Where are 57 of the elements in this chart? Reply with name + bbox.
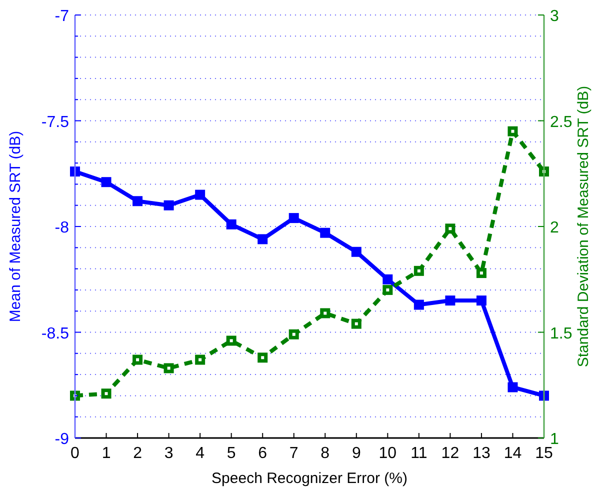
x-axis-title: Speech Recognizer Error (%) xyxy=(212,470,408,487)
point xyxy=(101,388,112,399)
point xyxy=(258,234,268,244)
y-tick-label: -8 xyxy=(54,220,70,236)
x-tick-label: 6 xyxy=(258,445,268,462)
point xyxy=(226,336,236,346)
y-tick-label: -8.5 xyxy=(41,325,70,342)
point xyxy=(445,296,456,306)
point xyxy=(320,308,330,318)
point xyxy=(132,354,143,365)
point xyxy=(508,126,518,136)
y-axis-title: Mean of Measured SRT (dB) xyxy=(7,130,24,322)
x-tick-label: 15 xyxy=(535,445,553,462)
y2-tick-label: 1.5 xyxy=(550,325,572,342)
point xyxy=(351,318,362,329)
point xyxy=(195,354,206,365)
x-tick-label: 7 xyxy=(289,445,298,462)
point xyxy=(132,196,143,206)
x-tick-label: 10 xyxy=(378,445,397,462)
point xyxy=(288,329,299,340)
point xyxy=(445,224,456,234)
point xyxy=(164,363,174,374)
y2-tick-label: 2 xyxy=(550,220,559,236)
y2-tick-label: 1 xyxy=(550,431,559,448)
point xyxy=(476,296,486,306)
point xyxy=(351,246,362,257)
point xyxy=(226,219,236,230)
point xyxy=(476,268,486,278)
point xyxy=(508,382,518,392)
y2-axis-title: Standard Deviation of Measured SRT (dB) xyxy=(575,86,592,368)
point xyxy=(164,200,174,210)
y2-tick-label: 2.5 xyxy=(550,114,572,131)
y-tick-label: -9 xyxy=(54,431,70,448)
x-tick-label: 2 xyxy=(133,445,142,462)
x-tick-label: 4 xyxy=(196,445,205,462)
x-tick-label: 3 xyxy=(164,445,174,462)
x-tick-label: 1 xyxy=(102,445,111,462)
x-tick-label: 13 xyxy=(472,445,490,462)
x-tick-label: 12 xyxy=(441,445,460,462)
x-tick-label: 14 xyxy=(504,445,522,462)
point xyxy=(258,352,268,363)
y-tick-label: -7.5 xyxy=(41,114,70,131)
point xyxy=(382,274,393,284)
point xyxy=(320,228,330,238)
point xyxy=(195,190,206,200)
point xyxy=(414,266,424,276)
x-tick-label: 0 xyxy=(70,445,80,462)
y-tick-label: -7 xyxy=(54,8,70,25)
x-tick-label: 8 xyxy=(320,445,330,462)
point xyxy=(288,213,299,224)
point xyxy=(382,284,393,295)
y2-tick-label: 3 xyxy=(550,8,559,25)
x-tick-label: 11 xyxy=(410,445,428,462)
point xyxy=(101,177,112,188)
x-tick-label: 5 xyxy=(226,445,236,462)
point xyxy=(414,300,424,310)
x-tick-label: 9 xyxy=(352,445,361,462)
